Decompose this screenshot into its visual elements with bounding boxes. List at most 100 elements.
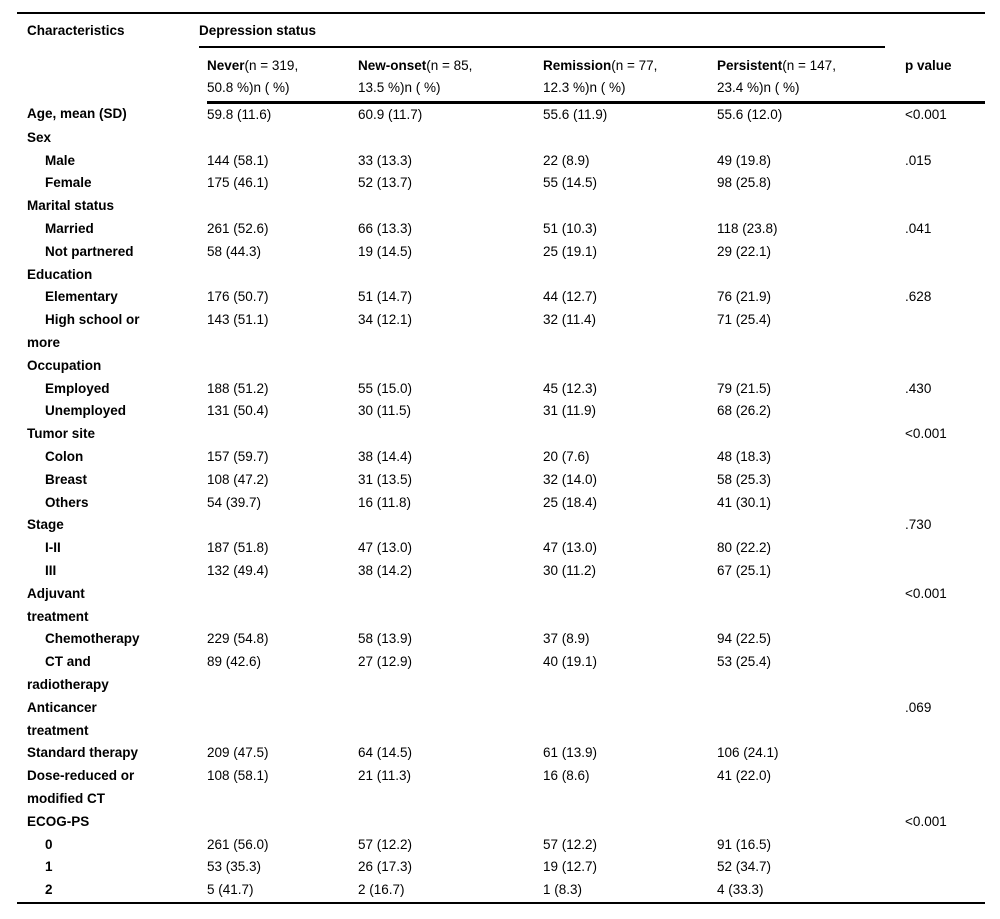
row-label: Dose-reduced or modified CT	[27, 768, 135, 806]
p-value-cell	[905, 765, 985, 811]
column-header-new-onset-name: New-onset	[358, 58, 427, 73]
p-value-cell	[905, 195, 985, 218]
row-label: Employed	[45, 380, 110, 396]
value-cell: 55 (15.0)	[358, 380, 413, 396]
value-cell: 209 (47.5)	[207, 745, 269, 761]
value-cell: 16 (8.6)	[543, 768, 590, 784]
column-header-never: Never(n = 319, 50.8 %)n ( %)	[207, 48, 358, 104]
value-cell: 108 (58.1)	[207, 768, 269, 784]
p-value-cell: .069	[905, 699, 932, 715]
column-header-never-pct: 50.8 %)n ( %)	[207, 80, 290, 95]
value-cell	[358, 811, 543, 834]
column-header-remission-name: Remission	[543, 58, 612, 73]
value-cell: 94 (22.5)	[717, 631, 772, 647]
p-value-cell: .430	[905, 380, 932, 396]
depression-status-header-cell: Depression status	[199, 13, 905, 48]
p-value-cell: .730	[905, 517, 932, 533]
row-label: 0	[45, 836, 53, 852]
value-cell: 52 (34.7)	[717, 859, 772, 875]
value-cell	[207, 355, 358, 378]
p-value-cell	[905, 309, 985, 355]
value-cell: 60.9 (11.7)	[358, 107, 423, 122]
table-row: Married 261 (52.6) 66 (13.3) 51 (10.3) 118 (…	[17, 218, 985, 241]
value-cell: 40 (19.1)	[543, 654, 598, 670]
table-row: Sex	[17, 127, 985, 150]
value-cell	[207, 195, 358, 218]
table-row: Unemployed 131 (50.4) 30 (11.5) 31 (11.9) 68…	[17, 400, 985, 423]
value-cell: 49 (19.8)	[717, 152, 772, 168]
value-cell: 131 (50.4)	[207, 403, 269, 419]
p-value-cell	[905, 446, 985, 469]
value-cell: 20 (7.6)	[543, 448, 590, 464]
column-header-persistent-name: Persistent	[717, 58, 783, 73]
value-cell: 98 (25.8)	[717, 175, 772, 191]
table-row: 0 261 (56.0) 57 (12.2) 57 (12.2) 91 (16.5)	[17, 834, 985, 857]
table-row: Standard therapy 209 (47.5) 64 (14.5) 61 (1…	[17, 742, 985, 765]
value-cell: 51 (10.3)	[543, 220, 598, 236]
table-row: Others 54 (39.7) 16 (11.8) 25 (18.4) 41 (30.…	[17, 492, 985, 515]
row-label: Colon	[45, 448, 84, 464]
value-cell: 41 (30.1)	[717, 494, 772, 510]
value-cell	[207, 423, 358, 446]
value-cell	[358, 264, 543, 287]
value-cell: 66 (13.3)	[358, 220, 413, 236]
p-value-cell	[905, 537, 985, 560]
column-header-new-onset: New-onset(n = 85, 13.5 %)n ( %)	[358, 48, 543, 104]
row-label: 1	[45, 859, 53, 875]
column-header-new-onset-n: (n = 85,	[426, 58, 473, 73]
value-cell: 132 (49.4)	[207, 562, 269, 578]
table-row: Stage .730	[17, 514, 985, 537]
row-label: Age, mean (SD)	[27, 105, 127, 121]
row-label: Male	[45, 152, 76, 168]
value-cell: 4 (33.3)	[717, 882, 764, 898]
table-row: High school or more 143 (51.1) 34 (12.1) 32 …	[17, 309, 985, 355]
value-cell: 55 (14.5)	[543, 175, 598, 191]
p-value-cell: .628	[905, 289, 932, 305]
table-row: Employed 188 (51.2) 55 (15.0) 45 (12.3) 79 (…	[17, 378, 985, 401]
value-cell: 32 (11.4)	[543, 312, 597, 328]
characteristics-header: Characteristics	[27, 23, 125, 38]
value-cell: 45 (12.3)	[543, 380, 598, 396]
value-cell: 48 (18.3)	[717, 448, 772, 464]
row-label: Not partnered	[45, 243, 134, 259]
value-cell: 64 (14.5)	[358, 745, 413, 761]
p-value-cell	[905, 469, 985, 492]
p-value-cell	[905, 400, 985, 423]
p-value-cell: <0.001	[905, 107, 947, 122]
value-cell: 80 (22.2)	[717, 540, 772, 556]
value-cell	[717, 264, 905, 287]
value-cell	[543, 127, 717, 150]
value-cell	[358, 195, 543, 218]
value-cell: 175 (46.1)	[207, 175, 269, 191]
value-cell: 187 (51.8)	[207, 540, 269, 556]
column-header-remission-n: (n = 77,	[611, 58, 658, 73]
table-row: Not partnered 58 (44.3) 19 (14.5) 25 (19.1)…	[17, 241, 985, 264]
row-label: CT and radiotherapy	[27, 654, 109, 692]
value-cell	[543, 355, 717, 378]
value-cell	[207, 264, 358, 287]
value-cell: 53 (25.4)	[717, 654, 772, 670]
table-row: Age, mean (SD) 59.8 (11.6) 60.9 (11.7) 55.6…	[17, 103, 985, 127]
p-value-cell: <0.001	[905, 813, 947, 829]
row-label: I-II	[45, 540, 61, 556]
value-cell: 25 (19.1)	[543, 243, 598, 259]
p-value-cell: <0.001	[905, 426, 947, 442]
p-value-cell	[905, 879, 985, 903]
row-label: Tumor site	[27, 426, 96, 442]
column-header-new-onset-pct: 13.5 %)n ( %)	[358, 80, 441, 95]
value-cell	[543, 423, 717, 446]
table-row: Breast 108 (47.2) 31 (13.5) 32 (14.0) 58 (25…	[17, 469, 985, 492]
row-label: Elementary	[45, 289, 118, 305]
value-cell	[358, 355, 543, 378]
value-cell: 51 (14.7)	[358, 289, 413, 305]
value-cell	[543, 697, 717, 743]
value-cell: 58 (44.3)	[207, 243, 262, 259]
p-value-cell	[905, 560, 985, 583]
p-value-cell	[905, 651, 985, 697]
value-cell: 22 (8.9)	[543, 152, 590, 168]
value-cell: 54 (39.7)	[207, 494, 262, 510]
value-cell	[207, 127, 358, 150]
value-cell	[543, 514, 717, 537]
value-cell: 188 (51.2)	[207, 380, 269, 396]
